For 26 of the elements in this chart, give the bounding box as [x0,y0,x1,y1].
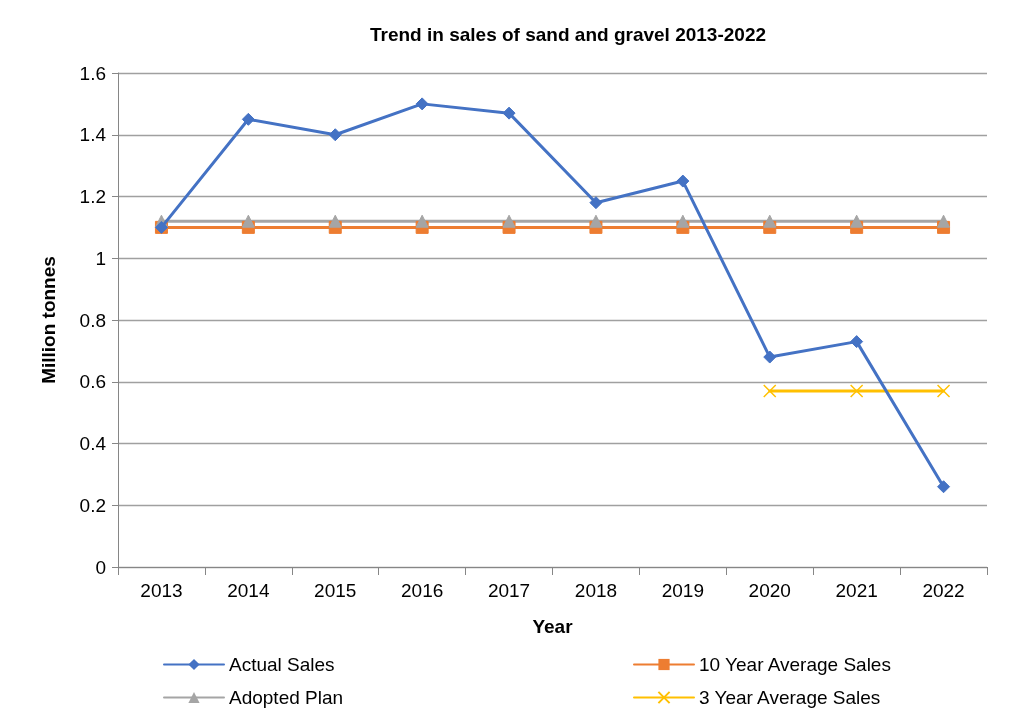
y-tick-label: 1 [95,247,106,269]
chart-title: Trend in sales of sand and gravel 2013-2022 [369,24,767,45]
legend-label: 3 Year Average Sales [699,687,881,708]
x-tick-label: 2016 [401,580,444,601]
y-tick-label: 1.2 [79,186,106,207]
x-tick-label: 2021 [835,580,878,601]
x-tick-label: 2015 [314,580,357,601]
y-tick-label: 0.2 [79,494,106,516]
x-tick-label: 2022 [922,580,965,601]
y-tick-label: 0.6 [79,371,106,393]
y-tick-label: 1.4 [79,124,107,146]
legend-label: 10 Year Average Sales [699,654,891,675]
x-tick-label: 2014 [227,580,270,601]
y-tick-label: 0.4 [79,433,107,454]
legend-label: Adopted Plan [229,687,344,708]
x-tick-label: 2018 [574,580,618,601]
y-tick-label: 1.6 [79,62,106,84]
y-tick-label: 0.8 [79,309,106,331]
x-axis-title: Year [532,616,574,637]
x-tick-label: 2017 [487,580,531,601]
x-tick-label: 2020 [748,580,791,601]
y-axis-title: Million tonnes [38,256,59,384]
x-tick-label: 2013 [140,580,183,601]
x-tick-label: 2019 [661,580,704,601]
y-tick-label: 0 [95,556,106,578]
legend-label: Actual Sales [229,654,335,675]
